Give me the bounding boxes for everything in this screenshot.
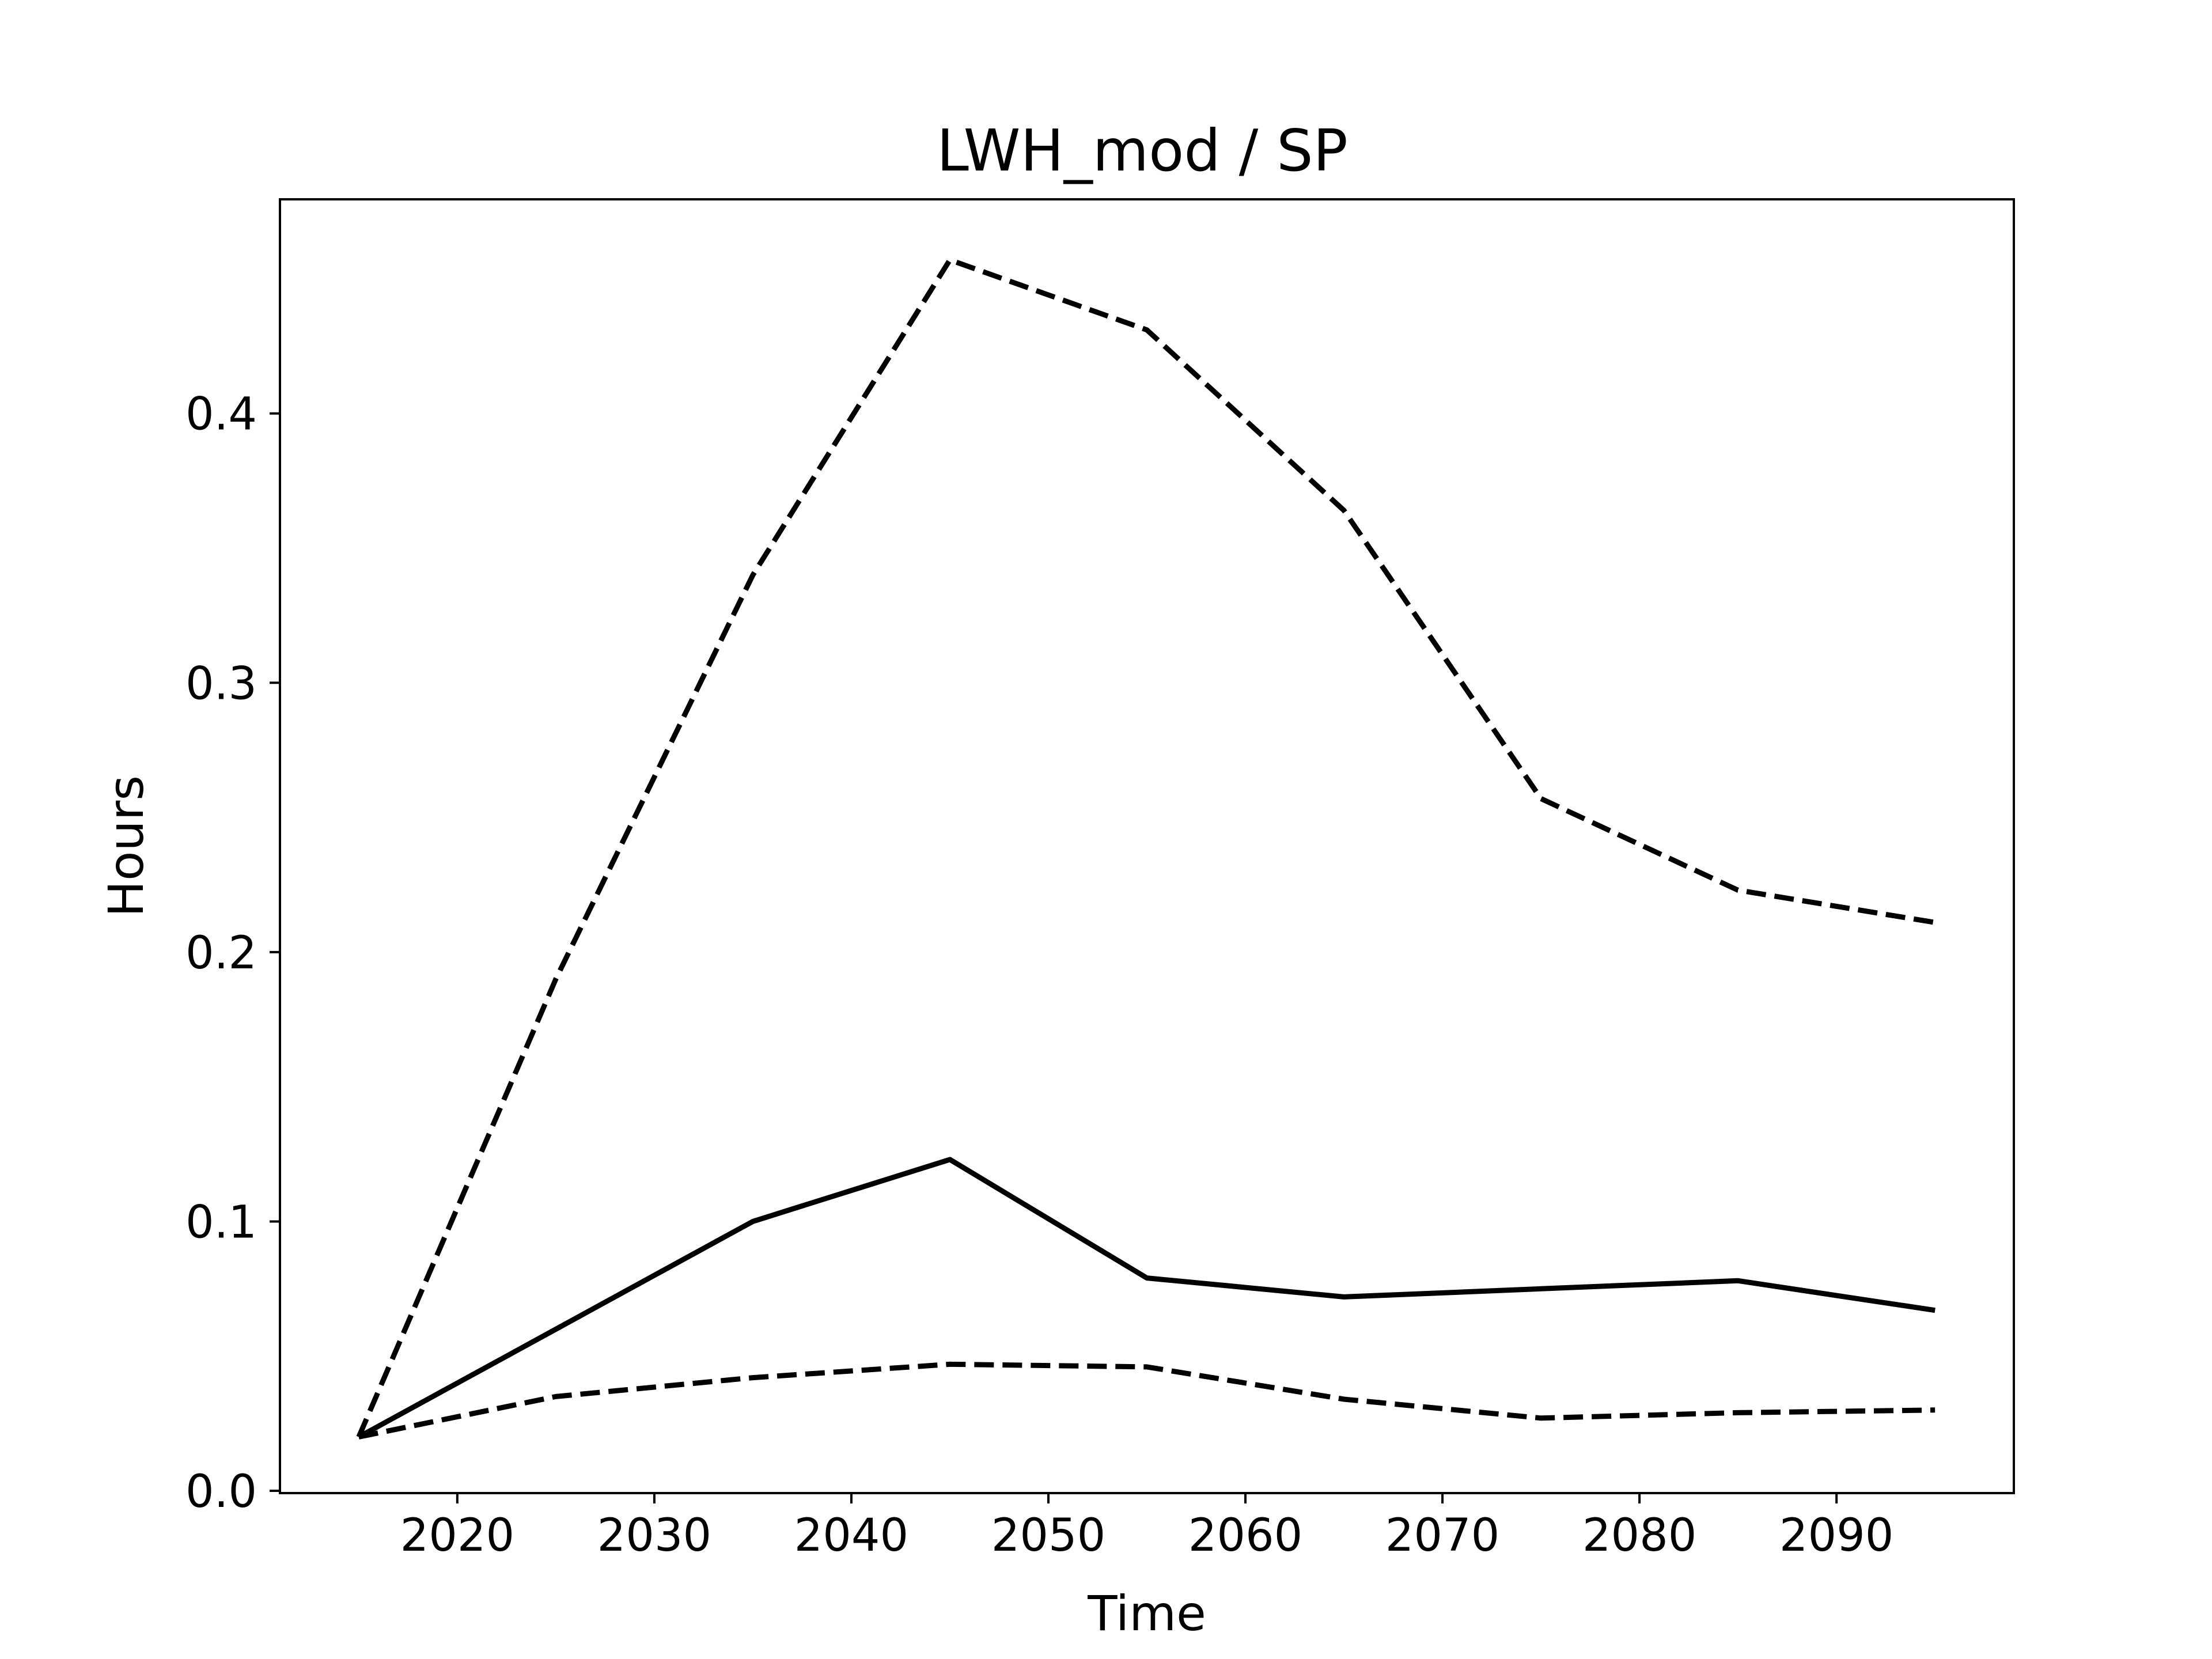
chart-title: LWH_mod / SP: [937, 117, 1348, 184]
y-tick-label: 0.4: [185, 389, 257, 441]
x-tick-label: 2080: [1582, 1510, 1697, 1562]
x-tick-label: 2030: [597, 1510, 712, 1562]
series-line-3: [358, 1361, 1936, 1440]
plot-frame: [279, 198, 2015, 1494]
series-line-1: [357, 1157, 1936, 1440]
x-tick-label: 2020: [400, 1510, 515, 1562]
x-tick-label: 2040: [794, 1510, 909, 1562]
y-axis: 0.0 0.1 0.2 0.3 0.4: [185, 389, 280, 1518]
y-tick-label: 0.2: [185, 927, 257, 979]
x-tick-label: 2090: [1779, 1510, 1894, 1562]
plot-area: [356, 257, 1936, 1440]
x-tick-label: 2050: [991, 1510, 1106, 1562]
x-axis-label: Time: [1087, 1585, 1206, 1642]
x-axis: 2020 2030 2040 2050 2060 2070 2080 2090: [400, 1493, 1894, 1562]
y-tick-label: 0.0: [185, 1466, 257, 1518]
y-tick-label: 0.3: [185, 658, 257, 710]
y-tick-label: 0.1: [185, 1196, 257, 1248]
y-axis-label: Hours: [98, 775, 154, 917]
x-tick-label: 2060: [1188, 1510, 1303, 1562]
x-tick-label: 2070: [1385, 1510, 1500, 1562]
series-line-2: [356, 257, 1936, 1438]
